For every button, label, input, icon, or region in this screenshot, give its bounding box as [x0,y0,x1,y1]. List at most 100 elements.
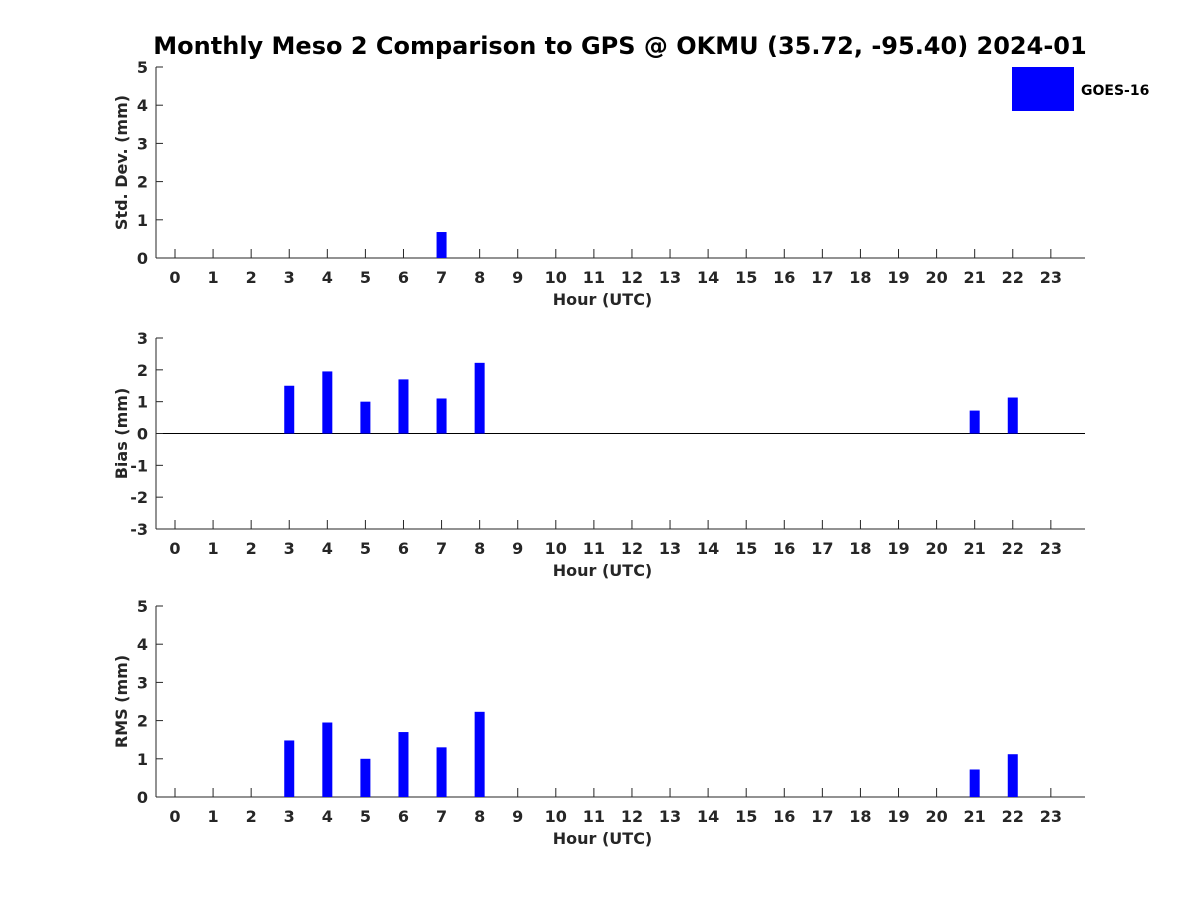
bar-hour-3 [284,385,295,434]
x-tick-label: 21 [964,268,986,287]
x-tick-label: 20 [925,539,947,558]
x-tick-label: 22 [1002,807,1024,826]
x-tick-label: 4 [322,807,333,826]
x-tick-label: 20 [925,807,947,826]
x-tick-label: 17 [811,539,833,558]
y-axis-label: Std. Dev. (mm) [112,95,131,230]
bar-hour-4 [322,722,333,797]
x-tick-label: 14 [697,539,719,558]
x-tick-label: 12 [621,268,643,287]
x-tick-label: 23 [1040,539,1062,558]
x-tick-label: 23 [1040,268,1062,287]
x-tick-label: 15 [735,807,757,826]
x-tick-label: 9 [512,539,523,558]
bar-hour-7 [436,747,447,797]
legend-swatch [1012,67,1074,111]
y-axis-label: RMS (mm) [112,655,131,748]
bar-hour-5 [360,758,371,797]
x-tick-label: 2 [246,268,257,287]
bar-hour-6 [398,379,409,434]
bar-hour-3 [284,740,295,797]
x-tick-label: 4 [322,539,333,558]
x-tick-label: 12 [621,539,643,558]
x-tick-label: 0 [169,539,180,558]
y-tick-label: 3 [137,329,148,348]
x-tick-label: 10 [545,807,567,826]
bar-hour-7 [436,398,447,434]
x-tick-label: 16 [773,807,795,826]
x-tick-label: 14 [697,268,719,287]
x-tick-label: 18 [849,268,871,287]
x-tick-label: 22 [1002,268,1024,287]
x-tick-label: 20 [925,268,947,287]
x-tick-label: 10 [545,539,567,558]
x-tick-label: 21 [964,539,986,558]
chart-title: Monthly Meso 2 Comparison to GPS @ OKMU … [153,32,1086,60]
x-tick-label: 19 [887,539,909,558]
y-tick-label: 2 [137,173,148,192]
bar-hour-21 [969,769,980,797]
x-tick-label: 5 [360,807,371,826]
x-tick-label: 7 [436,268,447,287]
bar-hour-22 [1007,397,1018,434]
x-tick-label: 1 [208,807,219,826]
y-tick-label: 3 [137,134,148,153]
bar-hour-6 [398,732,409,797]
x-tick-label: 10 [545,268,567,287]
x-tick-label: 16 [773,268,795,287]
y-tick-label: 0 [137,788,148,807]
x-tick-label: 11 [583,268,605,287]
x-tick-label: 9 [512,807,523,826]
x-tick-label: 6 [398,807,409,826]
legend-label: GOES-16 [1081,83,1149,99]
x-tick-label: 19 [887,268,909,287]
x-tick-label: 5 [360,268,371,287]
x-tick-label: 17 [811,268,833,287]
x-axis-label: Hour (UTC) [553,561,653,580]
x-tick-label: 15 [735,268,757,287]
x-tick-label: 18 [849,539,871,558]
x-tick-label: 1 [208,268,219,287]
x-tick-label: 21 [964,807,986,826]
bar-hour-4 [322,371,333,434]
y-tick-label: -1 [130,456,148,475]
bar-hour-7 [436,232,447,258]
y-tick-label: 4 [137,96,148,115]
y-tick-label: 5 [137,58,148,77]
x-tick-label: 3 [284,539,295,558]
x-tick-label: 22 [1002,539,1024,558]
x-tick-label: 0 [169,807,180,826]
y-tick-label: 0 [137,425,148,444]
x-tick-label: 4 [322,268,333,287]
x-tick-label: 3 [284,268,295,287]
x-tick-label: 14 [697,807,719,826]
x-axis-label: Hour (UTC) [553,290,653,309]
x-tick-label: 9 [512,268,523,287]
y-tick-label: 2 [137,361,148,380]
y-tick-label: 5 [137,597,148,616]
y-tick-label: 1 [137,393,148,412]
legend: GOES-16 [1012,67,1149,111]
x-axis-label: Hour (UTC) [553,829,653,848]
x-tick-label: 15 [735,539,757,558]
x-tick-label: 2 [246,807,257,826]
x-tick-label: 16 [773,539,795,558]
x-tick-label: 1 [208,539,219,558]
x-tick-label: 13 [659,539,681,558]
x-tick-label: 17 [811,807,833,826]
y-tick-label: 1 [137,750,148,769]
bar-hour-22 [1007,754,1018,797]
bar-hour-8 [474,362,485,434]
x-tick-label: 12 [621,807,643,826]
y-tick-label: 4 [137,635,148,654]
bar-hour-5 [360,401,371,434]
x-tick-label: 7 [436,539,447,558]
x-tick-label: 8 [474,807,485,826]
x-tick-label: 18 [849,807,871,826]
x-tick-label: 0 [169,268,180,287]
x-tick-label: 6 [398,539,409,558]
